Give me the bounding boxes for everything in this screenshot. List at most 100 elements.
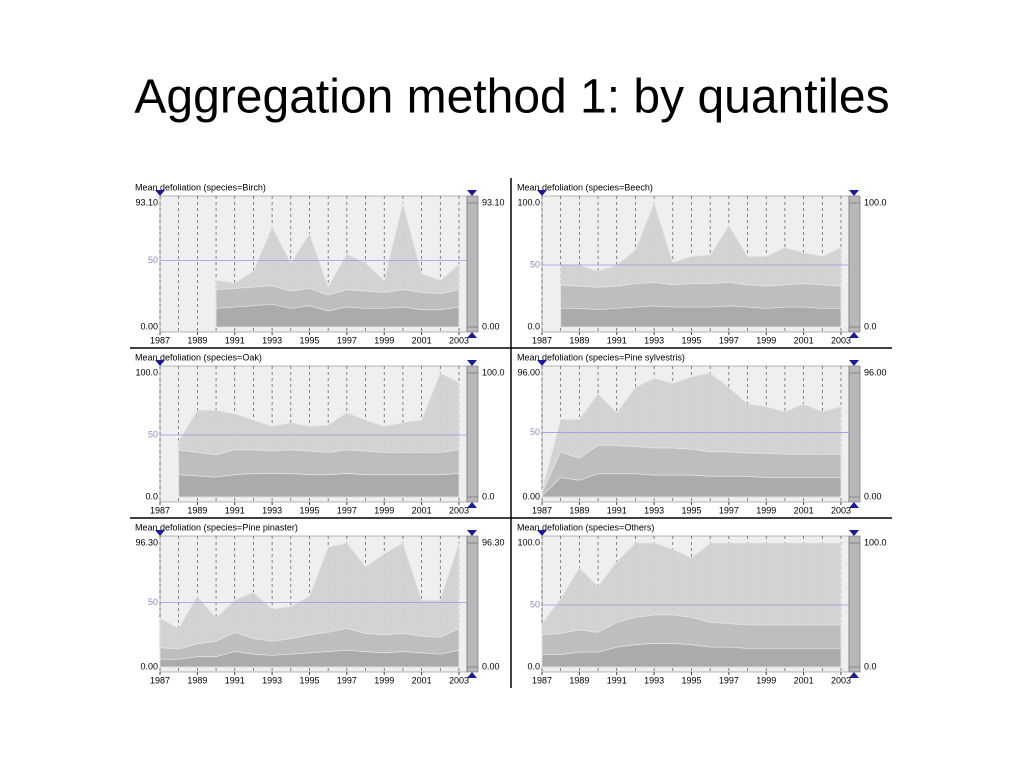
y-tick-label: 0.00 xyxy=(522,491,540,501)
range-bar xyxy=(466,535,479,673)
slide-title: Aggregation method 1: by quantiles xyxy=(134,71,889,124)
x-tick-label: 1999 xyxy=(374,675,394,685)
x-tick-label: 1995 xyxy=(299,505,319,515)
range-label: 0.00 xyxy=(482,321,500,331)
range-label: 96.30 xyxy=(482,537,505,547)
x-tick-label: 1987 xyxy=(150,505,170,515)
x-tick-label: 2003 xyxy=(831,675,851,685)
quantile-band xyxy=(541,473,842,498)
x-tick-label: 1999 xyxy=(374,335,394,345)
x-tick-label: 2003 xyxy=(449,505,469,515)
x-tick-label: 1993 xyxy=(262,675,282,685)
y-tick-label: 50 xyxy=(530,259,540,269)
slider-handle xyxy=(467,360,477,366)
y-tick-label: 50 xyxy=(530,599,540,609)
y-tick-label: 0.0 xyxy=(527,321,540,331)
x-tick-label: 1999 xyxy=(756,675,776,685)
quantile-band xyxy=(560,305,842,328)
range-label: 0.0 xyxy=(482,491,495,501)
x-tick-label: 1999 xyxy=(374,505,394,515)
slider-handle xyxy=(849,360,859,366)
quantile-band xyxy=(159,649,460,668)
range-label: 0.00 xyxy=(864,491,882,501)
x-tick-label: 2003 xyxy=(831,335,851,345)
x-tick-label: 2001 xyxy=(794,675,814,685)
x-tick-label: 1987 xyxy=(150,675,170,685)
x-tick-label: 2001 xyxy=(412,335,432,345)
y-tick-label: 0.00 xyxy=(140,321,158,331)
x-tick-label: 2003 xyxy=(831,505,851,515)
range-label: 0.0 xyxy=(864,661,877,671)
panel-title: Mean defoliation (species=Pine sylvestri… xyxy=(517,352,685,362)
panel-title: Mean defoliation (species=Pine pinaster) xyxy=(135,522,298,532)
x-tick-label: 1997 xyxy=(337,335,357,345)
x-tick-label: 2003 xyxy=(449,335,469,345)
x-tick-label: 1991 xyxy=(607,505,627,515)
x-tick-label: 1993 xyxy=(644,505,664,515)
slider-handle xyxy=(849,332,859,338)
range-label: 100.0 xyxy=(864,537,887,547)
x-tick-label: 1989 xyxy=(569,505,589,515)
x-tick-label: 1987 xyxy=(150,335,170,345)
slider-handle xyxy=(155,360,165,366)
x-tick-label: 1989 xyxy=(187,335,207,345)
y-tick-label: 50 xyxy=(148,597,158,607)
y-tick-label: 50 xyxy=(148,429,158,439)
slider-handle xyxy=(467,530,477,536)
x-tick-label: 1999 xyxy=(756,335,776,345)
x-tick-label: 1995 xyxy=(299,675,319,685)
x-tick-label: 1997 xyxy=(719,675,739,685)
x-tick-label: 1989 xyxy=(187,505,207,515)
x-tick-label: 1995 xyxy=(681,505,701,515)
x-tick-label: 1991 xyxy=(607,675,627,685)
quantile-band xyxy=(178,473,460,498)
x-tick-label: 2001 xyxy=(794,335,814,345)
slider-handle xyxy=(155,530,165,536)
x-tick-label: 1993 xyxy=(262,335,282,345)
slider-handle xyxy=(537,190,547,196)
slider-handle xyxy=(467,332,477,338)
y-tick-label: 50 xyxy=(148,255,158,265)
x-tick-label: 1999 xyxy=(756,505,776,515)
range-label: 100.0 xyxy=(482,367,505,377)
x-tick-label: 1997 xyxy=(719,335,739,345)
panel-title: Mean defoliation (species=Others) xyxy=(517,522,654,532)
x-tick-label: 1991 xyxy=(225,675,245,685)
slider-handle xyxy=(849,530,859,536)
x-tick-label: 1993 xyxy=(644,675,664,685)
x-tick-label: 1987 xyxy=(532,335,552,345)
y-tick-label: 0.0 xyxy=(145,491,158,501)
y-tick-label: 93.10 xyxy=(135,197,158,207)
x-tick-label: 1989 xyxy=(187,675,207,685)
range-bar xyxy=(848,535,861,673)
panel-title: Mean defoliation (species=Birch) xyxy=(135,182,266,192)
x-tick-label: 1991 xyxy=(607,335,627,345)
range-bar xyxy=(466,365,479,503)
panel-title: Mean defoliation (species=Beech) xyxy=(517,182,653,192)
y-tick-label: 96.00 xyxy=(517,367,540,377)
x-tick-label: 2001 xyxy=(412,505,432,515)
slider-handle xyxy=(467,672,477,678)
x-tick-label: 2001 xyxy=(794,505,814,515)
range-label: 93.10 xyxy=(482,197,505,207)
x-tick-label: 1995 xyxy=(299,335,319,345)
x-tick-label: 1991 xyxy=(225,335,245,345)
x-tick-label: 1989 xyxy=(569,335,589,345)
range-label: 96.00 xyxy=(864,367,887,377)
slider-handle xyxy=(537,360,547,366)
slider-handle xyxy=(467,190,477,196)
slider-handle xyxy=(849,190,859,196)
x-tick-label: 1997 xyxy=(719,505,739,515)
x-tick-label: 2003 xyxy=(449,675,469,685)
y-tick-label: 96.30 xyxy=(135,537,158,547)
x-tick-label: 1995 xyxy=(681,335,701,345)
range-bar xyxy=(848,195,861,333)
x-tick-label: 1989 xyxy=(569,675,589,685)
quantile-band xyxy=(215,303,460,328)
range-bar xyxy=(848,365,861,503)
y-tick-label: 0.0 xyxy=(527,661,540,671)
y-tick-label: 100.0 xyxy=(517,197,540,207)
x-tick-label: 1987 xyxy=(532,505,552,515)
slider-handle xyxy=(155,190,165,196)
